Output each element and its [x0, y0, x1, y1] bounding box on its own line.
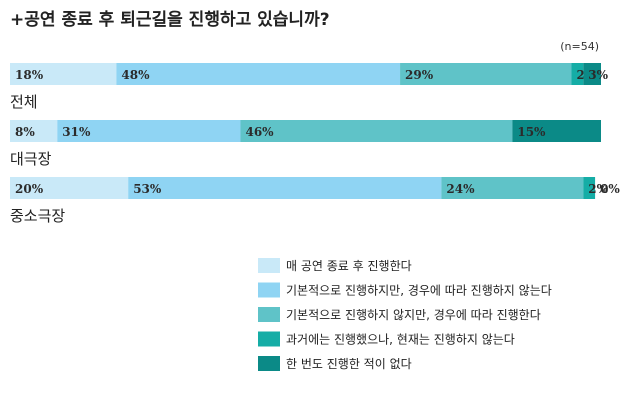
bar-segment-3-3	[441, 177, 584, 199]
bar-segment-1-1	[10, 63, 117, 85]
bar-segment-3-4	[583, 177, 596, 199]
legend-swatch-2	[258, 282, 280, 298]
category-label-2: 대극장	[10, 150, 52, 168]
legend-swatch-5	[258, 356, 280, 371]
bar-segment-1-5	[583, 63, 601, 85]
bar-segment-1-3	[400, 63, 572, 85]
bar-segment-2-2	[57, 120, 241, 142]
bar-value-label-1-1: 18%	[15, 68, 44, 82]
bar-segment-3-1	[10, 177, 129, 199]
bar-value-label-3-3: 24%	[446, 182, 475, 196]
legend-swatch-3	[258, 307, 280, 322]
bars-group: 18% 48% 29% 2% 3% 전체 8% 31% 46% 0% 15% 대극장 20% 53% 24%…	[10, 63, 620, 225]
bar-segment-2-1	[10, 120, 58, 142]
sample-size-note: (n=54)	[560, 40, 599, 53]
bar-value-label-1-5: 3%	[588, 68, 608, 82]
bar-value-label-3-4: 2%	[588, 182, 608, 196]
bar-value-label-3-5: 0%	[600, 182, 620, 196]
bar-value-label-1-3: 29%	[405, 68, 434, 82]
chart-title: +공연 종료 후 퇴근길을 진행하고 있습니까?	[10, 9, 330, 30]
bar-segment-2-3	[240, 120, 513, 142]
bar-segment-1-2	[116, 63, 401, 85]
bar-segment-1-4	[571, 63, 584, 85]
bar-segment-2-5	[512, 120, 601, 142]
legend-label-5: 한 번도 진행한 적이 없다	[286, 356, 412, 371]
bar-value-label-1-2: 48%	[121, 68, 150, 82]
legend-label-1: 매 공연 종료 후 진행한다	[286, 258, 412, 273]
legend-label-4: 과거에는 진행했으나, 현재는 진행하지 않는다	[286, 332, 515, 347]
category-label-3: 중소극장	[10, 207, 65, 225]
bar-value-label-2-5: 15%	[517, 125, 546, 139]
bar-segment-3-2	[128, 177, 442, 199]
category-label-1: 전체	[10, 93, 38, 111]
bar-value-label-2-1: 8%	[15, 125, 35, 139]
legend-label-3: 기본적으로 진행하지 않지만, 경우에 따라 진행한다	[286, 307, 541, 322]
bar-value-label-3-1: 20%	[15, 182, 44, 196]
bar-value-label-2-2: 31%	[62, 125, 91, 139]
legend-swatch-4	[258, 331, 280, 347]
bar-value-label-2-3: 46%	[245, 125, 274, 139]
bar-value-label-3-2: 53%	[133, 182, 162, 196]
legend-swatch-1	[258, 258, 280, 273]
legend-label-2: 기본적으로 진행하지만, 경우에 따라 진행하지 않는다	[286, 283, 552, 298]
